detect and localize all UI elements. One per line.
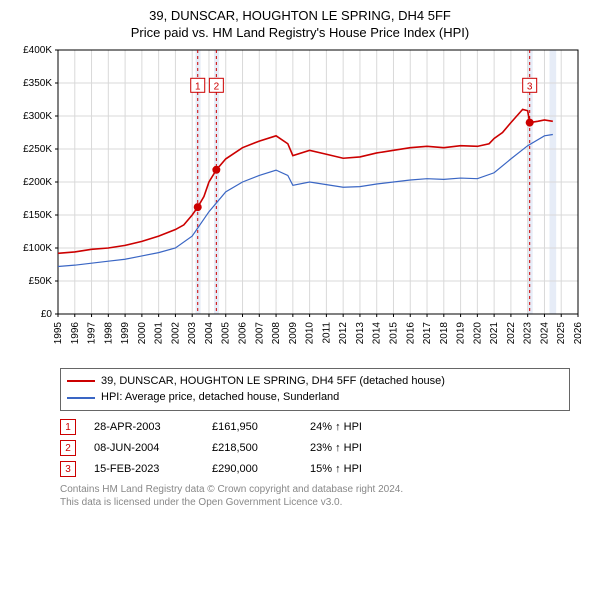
- footer-line-2: This data is licensed under the Open Gov…: [60, 496, 570, 509]
- event-date: 08-JUN-2004: [94, 438, 194, 459]
- svg-text:2017: 2017: [422, 321, 433, 344]
- line-chart-svg: £0 £50K £100K £150K £200K £250K £300K £350K £400…: [10, 42, 590, 362]
- svg-text:2024: 2024: [539, 321, 550, 344]
- svg-text:2011: 2011: [321, 321, 332, 343]
- svg-text:£350K: £350K: [23, 78, 52, 89]
- price-chart-container: { "title_line1": "39, DUNSCAR, HOUGHTON …: [0, 0, 600, 517]
- title-line-2: Price paid vs. HM Land Registry's House …: [10, 25, 590, 42]
- svg-text:2018: 2018: [439, 321, 450, 344]
- svg-text:2022: 2022: [506, 321, 517, 344]
- chart-title: 39, DUNSCAR, HOUGHTON LE SPRING, DH4 5FF…: [10, 8, 590, 42]
- svg-text:2000: 2000: [137, 321, 148, 344]
- svg-text:2026: 2026: [573, 321, 584, 344]
- svg-text:2020: 2020: [472, 321, 483, 344]
- svg-text:£50K: £50K: [29, 276, 53, 287]
- event-delta: 24% ↑ HPI: [310, 417, 570, 438]
- legend-row: 39, DUNSCAR, HOUGHTON LE SPRING, DH4 5FF…: [67, 373, 563, 390]
- legend-label: HPI: Average price, detached house, Sund…: [101, 389, 339, 406]
- svg-text:2009: 2009: [288, 321, 299, 344]
- svg-text:1: 1: [195, 81, 201, 92]
- footer-line-1: Contains HM Land Registry data © Crown c…: [60, 483, 570, 496]
- event-delta: 23% ↑ HPI: [310, 438, 570, 459]
- event-date: 15-FEB-2023: [94, 459, 194, 480]
- svg-text:2007: 2007: [254, 321, 265, 344]
- svg-text:2016: 2016: [405, 321, 416, 344]
- svg-text:1997: 1997: [87, 321, 98, 344]
- svg-text:£300K: £300K: [23, 111, 52, 122]
- event-date: 28-APR-2003: [94, 417, 194, 438]
- legend-box: 39, DUNSCAR, HOUGHTON LE SPRING, DH4 5FF…: [60, 368, 570, 411]
- chart-area: £0 £50K £100K £150K £200K £250K £300K £350K £400…: [10, 42, 590, 362]
- event-badge: 3: [60, 461, 76, 477]
- event-row: 3 15-FEB-2023 £290,000 15% ↑ HPI: [60, 459, 570, 480]
- title-line-1: 39, DUNSCAR, HOUGHTON LE SPRING, DH4 5FF: [10, 8, 590, 25]
- svg-text:2001: 2001: [154, 321, 165, 344]
- svg-text:2015: 2015: [388, 321, 399, 344]
- event-price: £290,000: [212, 459, 292, 480]
- event-row: 2 08-JUN-2004 £218,500 23% ↑ HPI: [60, 438, 570, 459]
- svg-text:2025: 2025: [556, 321, 567, 344]
- svg-text:2002: 2002: [170, 321, 181, 344]
- svg-text:£0: £0: [41, 309, 53, 320]
- svg-text:2004: 2004: [204, 321, 215, 344]
- legend-row: HPI: Average price, detached house, Sund…: [67, 389, 563, 406]
- svg-text:2012: 2012: [338, 321, 349, 344]
- event-badge: 2: [60, 440, 76, 456]
- event-price: £218,500: [212, 438, 292, 459]
- svg-text:2: 2: [214, 81, 220, 92]
- svg-text:2014: 2014: [372, 321, 383, 344]
- svg-text:£150K: £150K: [23, 210, 52, 221]
- event-badge: 1: [60, 419, 76, 435]
- svg-text:2021: 2021: [489, 321, 500, 344]
- svg-text:1998: 1998: [103, 321, 114, 344]
- svg-text:3: 3: [527, 81, 533, 92]
- event-delta: 15% ↑ HPI: [310, 459, 570, 480]
- svg-text:£250K: £250K: [23, 144, 52, 155]
- svg-text:2019: 2019: [456, 321, 467, 344]
- footer-attribution: Contains HM Land Registry data © Crown c…: [60, 483, 570, 509]
- event-list: 1 28-APR-2003 £161,950 24% ↑ HPI 2 08-JUN-200…: [60, 417, 570, 480]
- event-price: £161,950: [212, 417, 292, 438]
- svg-text:2023: 2023: [523, 321, 534, 344]
- legend-swatch: [67, 380, 95, 382]
- svg-text:2010: 2010: [305, 321, 316, 344]
- legend-label: 39, DUNSCAR, HOUGHTON LE SPRING, DH4 5FF…: [101, 373, 445, 390]
- svg-text:1999: 1999: [120, 321, 131, 344]
- svg-text:2003: 2003: [187, 321, 198, 344]
- svg-text:2006: 2006: [238, 321, 249, 344]
- legend-swatch: [67, 397, 95, 399]
- svg-text:2005: 2005: [221, 321, 232, 344]
- svg-text:£200K: £200K: [23, 177, 52, 188]
- svg-text:1996: 1996: [70, 321, 81, 344]
- svg-text:1995: 1995: [53, 321, 64, 344]
- event-row: 1 28-APR-2003 £161,950 24% ↑ HPI: [60, 417, 570, 438]
- svg-text:£100K: £100K: [23, 243, 52, 254]
- svg-text:2008: 2008: [271, 321, 282, 344]
- svg-text:2013: 2013: [355, 321, 366, 344]
- svg-text:£400K: £400K: [23, 45, 52, 56]
